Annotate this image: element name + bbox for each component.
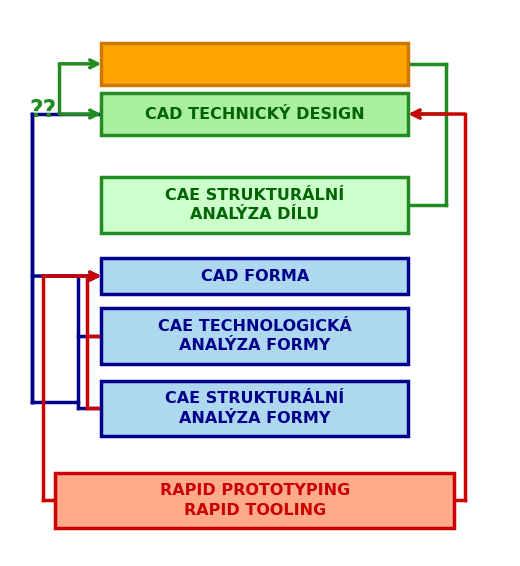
Text: CAD TECHNICKÝ DESIGN: CAD TECHNICKÝ DESIGN [145, 107, 365, 122]
Text: CAE TECHNOLOGICKÁ
ANALÝZA FORMY: CAE TECHNOLOGICKÁ ANALÝZA FORMY [158, 319, 352, 353]
FancyBboxPatch shape [101, 43, 408, 85]
Text: UMĚLECKÝ DESIGN DÍLU: UMĚLECKÝ DESIGN DÍLU [146, 57, 364, 72]
FancyBboxPatch shape [101, 308, 408, 364]
Text: RAPID PROTOTYPING
RAPID TOOLING: RAPID PROTOTYPING RAPID TOOLING [160, 483, 350, 518]
FancyBboxPatch shape [101, 380, 408, 436]
FancyBboxPatch shape [55, 473, 454, 529]
Text: CAE STRUKTURÁLNÍ
ANALÝZA FORMY: CAE STRUKTURÁLNÍ ANALÝZA FORMY [165, 391, 345, 426]
Text: ??: ?? [29, 98, 56, 122]
FancyBboxPatch shape [101, 93, 408, 135]
FancyBboxPatch shape [101, 177, 408, 233]
FancyBboxPatch shape [101, 258, 408, 294]
Text: CAD FORMA: CAD FORMA [201, 268, 309, 284]
Text: CAE STRUKTURÁLNÍ
ANALÝZA DÍLU: CAE STRUKTURÁLNÍ ANALÝZA DÍLU [165, 187, 345, 222]
